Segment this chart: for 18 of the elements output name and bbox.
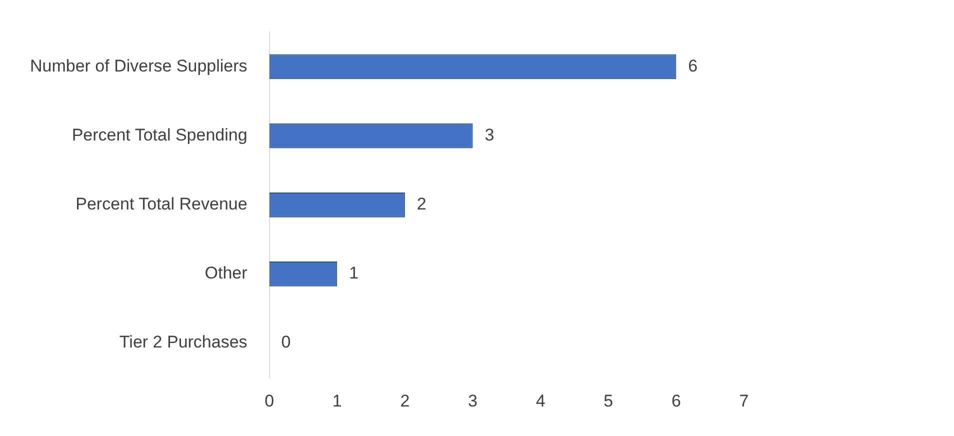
- x-tick-label: 5: [604, 391, 614, 410]
- y-tick-label: Other: [204, 264, 248, 283]
- y-tick-label: Percent Total Spending: [72, 126, 248, 145]
- y-tick-label: Tier 2 Purchases: [119, 332, 248, 352]
- x-tick-label: 7: [739, 391, 749, 410]
- y-tick-label: Number of Diverse Suppliers: [30, 56, 248, 76]
- data-label: 2: [416, 194, 426, 214]
- x-tick-label: 0: [264, 391, 274, 410]
- x-tick-label: 4: [536, 391, 546, 410]
- x-tick-label: 1: [332, 391, 342, 410]
- data-label: 0: [281, 332, 291, 352]
- data-label: 1: [349, 264, 359, 283]
- data-label: 6: [688, 56, 698, 76]
- x-tick-label: 6: [671, 391, 681, 410]
- x-tick-label: 3: [468, 391, 478, 410]
- data-label: 3: [484, 126, 494, 145]
- y-tick-label: Percent Total Revenue: [76, 194, 248, 214]
- x-tick-label: 2: [400, 391, 410, 410]
